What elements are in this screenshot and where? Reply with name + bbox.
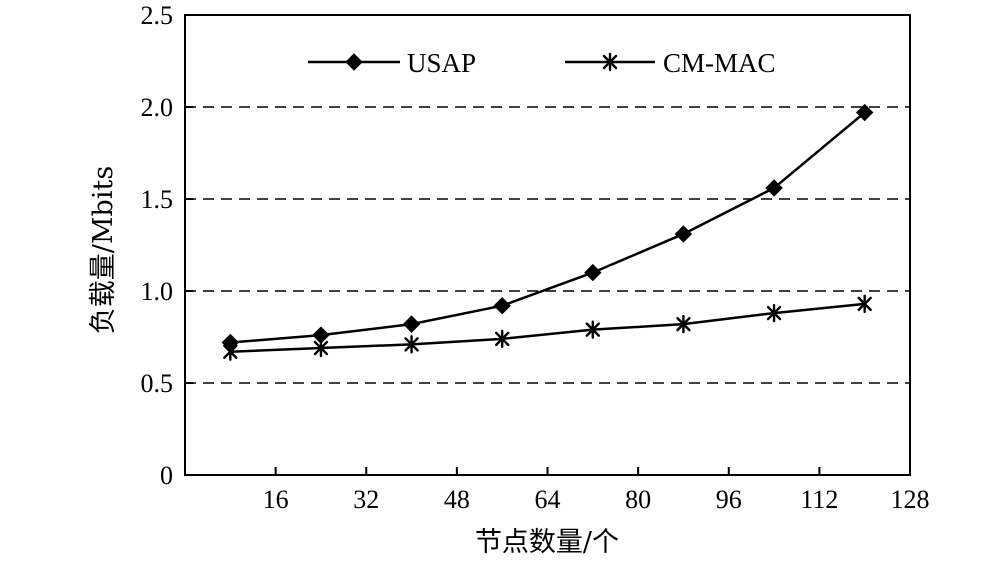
y-tick-label: 1.0: [141, 277, 174, 306]
legend: USAP CM-MAC: [308, 48, 776, 78]
x-tick-label: 112: [800, 485, 838, 514]
y-tick-label: 2.0: [141, 93, 174, 122]
data-point-cm-mac: [313, 338, 329, 358]
data-point-cm-mac: [766, 303, 782, 323]
data-point-cm-mac: [676, 314, 691, 334]
data-point-cm-mac: [494, 329, 510, 349]
x-tick-label: 16: [263, 485, 289, 514]
x-tick-label: 128: [891, 485, 930, 514]
data-point-cm-mac: [585, 320, 601, 339]
y-axis-title: 负载量/Mbits: [88, 166, 119, 334]
x-tick-label: 80: [625, 485, 651, 514]
legend-marker-usap: [345, 53, 363, 71]
y-tick-label: 0: [160, 461, 173, 490]
data-point-cm-mac: [404, 335, 419, 354]
data-point-usap: [855, 103, 874, 122]
data-point-usap: [674, 225, 693, 243]
x-axis-title: 节点数量/个: [475, 527, 619, 558]
data-point-usap: [584, 263, 602, 282]
legend-label-cm-mac: CM-MAC: [663, 48, 776, 78]
plot-frame: [184, 14, 911, 476]
x-tick-label: 96: [716, 485, 742, 514]
y-tick-label: 0.5: [141, 369, 174, 398]
x-tick-label: 64: [535, 485, 561, 514]
legend-entry-usap: USAP: [308, 48, 476, 78]
data-point-cm-mac: [223, 342, 238, 361]
grid-lines: [185, 106, 910, 384]
x-tick-label: 32: [353, 485, 379, 514]
legend-marker-cm-mac: [602, 52, 618, 72]
data-point-usap: [765, 179, 783, 197]
y-tick-label: 1.5: [141, 185, 174, 214]
legend-entry-cm-mac: CM-MAC: [565, 48, 776, 78]
series-line-usap: [230, 111, 866, 344]
axis-ticks: 0 0.5 1.0 1.5 2.0 2.5 16 32 48 64 80 96 112 128: [141, 1, 930, 514]
data-point-usap: [402, 315, 421, 333]
series-line-cm-mac: [230, 302, 865, 353]
x-tick-label: 48: [444, 485, 470, 514]
data-point-usap: [493, 297, 511, 315]
series-cm-mac: [223, 294, 872, 361]
data-point-cm-mac: [857, 294, 872, 314]
series-group: [221, 103, 874, 361]
y-tick-label: 2.5: [141, 1, 174, 30]
legend-label-usap: USAP: [407, 48, 476, 78]
